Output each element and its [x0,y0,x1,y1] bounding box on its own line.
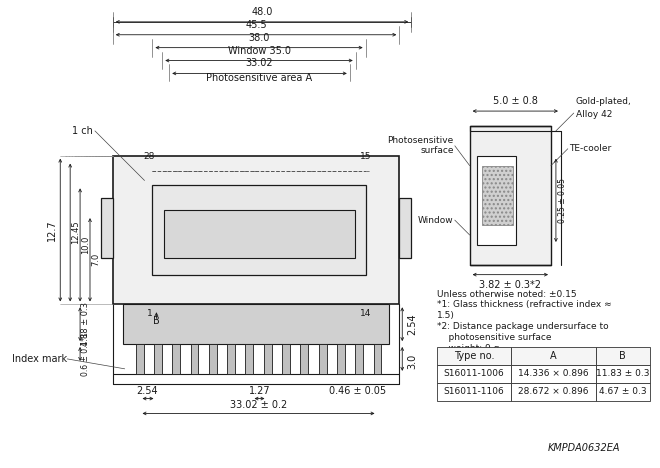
Bar [482,166,513,225]
Bar [123,304,389,344]
Text: 2.54: 2.54 [137,386,158,395]
Text: Photosensitive area A: Photosensitive area A [207,73,313,83]
Text: *1: Glass thickness (refractive index ≈: *1: Glass thickness (refractive index ≈ [437,300,612,309]
Bar [319,344,327,374]
Bar [355,344,363,374]
Bar [470,126,551,265]
Text: 4.88 ± 0.3: 4.88 ± 0.3 [81,302,90,346]
Text: TE-cooler: TE-cooler [569,144,611,153]
Text: Alloy 42: Alloy 42 [576,110,612,119]
Text: 28.672 × 0.896: 28.672 × 0.896 [518,387,589,396]
Text: 1.5): 1.5) [437,311,455,320]
Text: 2.54: 2.54 [407,314,417,335]
Text: 5.0 ± 0.8: 5.0 ± 0.8 [493,96,538,106]
Text: 45.5: 45.5 [246,20,267,30]
Bar [135,344,143,374]
Text: 48.0: 48.0 [251,7,273,17]
Text: Gold-plated,: Gold-plated, [576,97,632,106]
Text: Type no.: Type no. [454,351,494,361]
Text: 10.0: 10.0 [81,236,90,254]
Text: 0.6 ± 0.1*1: 0.6 ± 0.1*1 [81,332,90,376]
Bar [300,344,308,374]
Text: weight: 9 g: weight: 9 g [437,344,500,353]
Text: 38.0: 38.0 [248,33,270,43]
Text: *2: Distance package undersurface to: *2: Distance package undersurface to [437,322,609,331]
Bar [282,344,290,374]
Text: Window 35.0: Window 35.0 [228,45,290,56]
Bar [154,344,162,374]
Bar [374,344,381,374]
Bar [512,383,595,401]
Text: S16011-1006: S16011-1006 [444,369,504,378]
Text: 14: 14 [360,309,372,318]
Text: 4.67 ± 0.3: 4.67 ± 0.3 [599,387,647,396]
Bar [152,185,366,275]
Bar [191,344,199,374]
Text: 12.45: 12.45 [71,221,80,244]
Bar [209,344,216,374]
Text: 12.7: 12.7 [48,219,57,241]
Bar [595,365,650,383]
Bar [172,344,180,374]
Text: 1 ch: 1 ch [72,126,93,136]
Text: 3.82 ± 0.3*2: 3.82 ± 0.3*2 [479,279,541,290]
Text: 15: 15 [360,152,372,161]
Text: 28: 28 [144,152,155,161]
Text: 14.336 × 0.896: 14.336 × 0.896 [518,369,589,378]
Text: 0.25 ± 0.05: 0.25 ± 0.05 [558,178,567,223]
Bar [437,347,512,365]
Text: 7.0: 7.0 [91,253,100,266]
Text: 1.27: 1.27 [249,386,271,395]
Text: 3.0: 3.0 [407,353,417,368]
Bar [512,365,595,383]
Text: A: A [550,351,557,361]
Bar [337,344,345,374]
Bar [113,156,399,304]
Bar [595,347,650,365]
Text: B: B [620,351,626,361]
Text: B: B [153,316,160,326]
Bar [246,344,253,374]
Bar [164,210,354,258]
Bar [437,365,512,383]
Bar [227,344,235,374]
Bar [512,347,595,365]
Text: Photosensitive
surface: Photosensitive surface [387,136,454,155]
Bar [101,198,113,258]
Bar [595,383,650,401]
Bar [477,156,516,245]
Text: 11.83 ± 0.3: 11.83 ± 0.3 [596,369,649,378]
Bar [399,198,411,258]
Text: 1: 1 [147,309,152,318]
Bar [264,344,272,374]
Text: photosensitive surface: photosensitive surface [437,333,552,342]
Bar [437,383,512,401]
Text: Window: Window [418,216,454,225]
Text: Unless otherwise noted: ±0.15: Unless otherwise noted: ±0.15 [437,290,577,299]
Text: KMPDA0632EA: KMPDA0632EA [548,443,620,453]
Text: 33.02 ± 0.2: 33.02 ± 0.2 [230,401,287,410]
Text: 0.46 ± 0.05: 0.46 ± 0.05 [329,386,386,395]
Text: 33.02: 33.02 [246,58,273,68]
Text: S16011-1106: S16011-1106 [444,387,504,396]
Text: Index mark: Index mark [12,354,67,364]
